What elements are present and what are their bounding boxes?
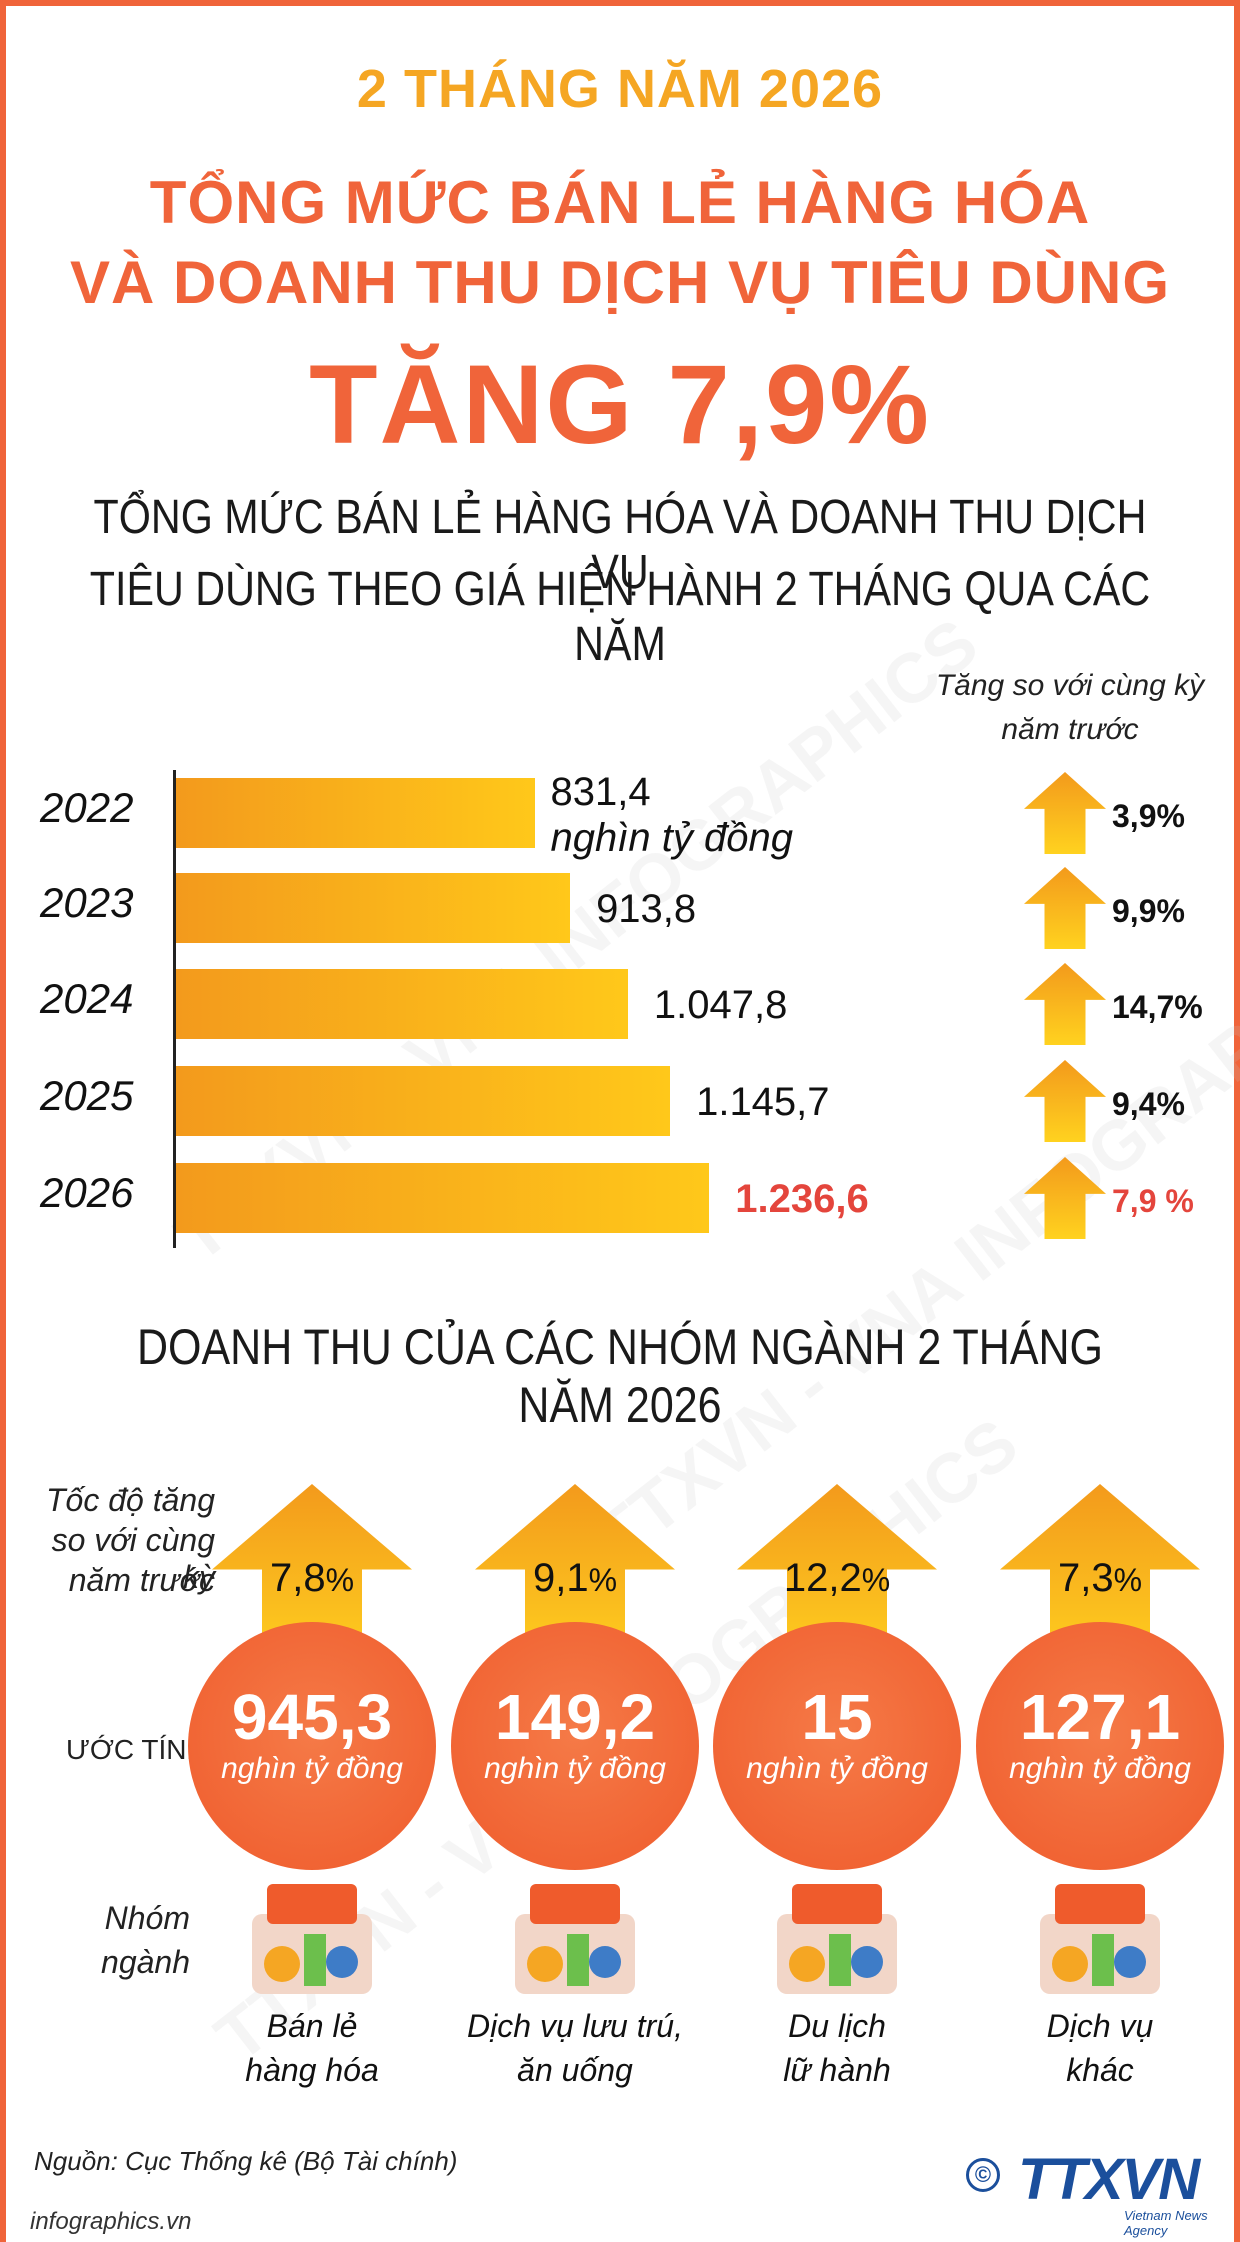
- estimate-label: ƯỚC TÍNH: [66, 1734, 207, 1765]
- bar-value-label: 913,8: [596, 887, 697, 931]
- period-title: 2 THÁNG NĂM 2026: [356, 59, 884, 119]
- headline-line-1: TỔNG MỨC BÁN LẺ HÀNG HÓA: [149, 169, 1091, 236]
- growth-arrow-icon: [1024, 1060, 1106, 1142]
- year-label: 2023: [40, 879, 134, 926]
- bar-value-label: 1.145,7: [696, 1080, 830, 1124]
- revenue-value: 149,2: [494, 1681, 656, 1753]
- group-label-line-2: ngành: [101, 1944, 190, 1980]
- travel-family-icon: [737, 1844, 937, 2014]
- sector-label-line-1: Du lịch: [788, 2008, 886, 2044]
- bar: [176, 1163, 710, 1233]
- growth-label-line-2: so với cùng kỳ: [51, 1522, 215, 1595]
- yoy-growth-label: 7,9 %: [1112, 1183, 1194, 1219]
- group-label-line-1: Nhóm: [104, 1900, 190, 1936]
- chart-title-line-2: TIÊU DÙNG THEO GIÁ HIỆN HÀNH 2 THÁNG QUA…: [89, 563, 1151, 671]
- bar: [176, 969, 628, 1039]
- logo-subtext: Vietnam News Agency: [1124, 2208, 1208, 2238]
- growth-value: 12,2: [783, 1556, 862, 1600]
- yoy-header-line-2: năm trước: [1001, 713, 1139, 746]
- bar-value-label: 831,4: [550, 770, 651, 814]
- revenue-circle: [976, 1622, 1224, 1870]
- headline-increase: TĂNG 7,9%: [309, 342, 931, 467]
- yoy-growth-label: 9,4%: [1112, 1086, 1185, 1122]
- headline-line-2: VÀ DOANH THU DỊCH VỤ TIÊU DÙNG: [69, 249, 1170, 316]
- growth-label-line-3: năm trước: [68, 1562, 215, 1598]
- bar-unit-label: nghìn tỷ đồng: [550, 816, 793, 860]
- growth-percent: 7,8%: [212, 1556, 412, 1601]
- revenue-circle: [451, 1622, 699, 1870]
- bar-value-label: 1.236,6: [735, 1177, 869, 1221]
- bar: [176, 873, 571, 943]
- growth-arrow-icon: [1000, 1484, 1200, 1674]
- year-label: 2022: [40, 784, 134, 831]
- revenue-value: 15: [801, 1681, 873, 1753]
- growth-label-line-1: Tốc độ tăng: [46, 1482, 215, 1518]
- year-label: 2026: [40, 1169, 134, 1216]
- bar: [176, 778, 535, 848]
- shop-basket-icon: [212, 1844, 412, 2014]
- revenue-circle: [188, 1622, 436, 1870]
- analytics-charts-icon: [1000, 1844, 1200, 2014]
- revenue-unit: nghìn tỷ đồng: [484, 1752, 666, 1785]
- revenue-unit: nghìn tỷ đồng: [1009, 1752, 1191, 1785]
- bar-value-label: 1.047,8: [653, 983, 788, 1027]
- site-link[interactable]: infographics.vn: [30, 2208, 192, 2235]
- growth-arrow-icon: [1024, 867, 1106, 949]
- growth-arrow-icon: [1024, 772, 1106, 854]
- sector-label-line-2: khác: [1066, 2052, 1134, 2088]
- sector-label-line-1: Bán lẻ: [266, 2008, 358, 2044]
- year-label: 2025: [40, 1072, 134, 1119]
- revenue-unit: nghìn tỷ đồng: [746, 1752, 928, 1785]
- chart-title-line-1: TỔNG MỨC BÁN LẺ HÀNG HÓA VÀ DOANH THU DỊ…: [93, 491, 1147, 599]
- growth-value: 7,3: [1057, 1556, 1114, 1600]
- revenue-unit: nghìn tỷ đồng: [221, 1752, 403, 1785]
- ttxvn-logo: TTXVN: [1018, 2147, 1200, 2212]
- growth-value: 9,1: [532, 1556, 589, 1600]
- section-title: DOANH THU CỦA CÁC NHÓM NGÀNH 2 THÁNG NĂM…: [136, 1319, 1104, 1433]
- sector-label-line-1: Dịch vụ lưu trú,: [467, 2008, 683, 2044]
- yoy-header-line-1: Tăng so với cùng kỳ: [935, 669, 1205, 702]
- restaurant-dining-icon: [475, 1844, 675, 2014]
- growth-arrow-icon: [1024, 1157, 1106, 1239]
- growth-arrow-icon: [212, 1484, 412, 1674]
- revenue-value: 127,1: [1019, 1681, 1181, 1753]
- sector-label-line-2: ăn uống: [517, 2052, 633, 2088]
- growth-value: 7,8: [269, 1556, 326, 1600]
- yoy-growth-label: 3,9%: [1112, 798, 1185, 834]
- growth-percent: 9,1%: [475, 1556, 675, 1601]
- copyright-icon: ©: [966, 2158, 1000, 2192]
- growth-percent: 7,3%: [1000, 1556, 1200, 1601]
- chart-axis: [173, 770, 176, 1248]
- growth-arrow-icon: [475, 1484, 675, 1674]
- revenue-circle: [713, 1622, 961, 1870]
- revenue-value: 945,3: [231, 1681, 393, 1753]
- year-label: 2024: [40, 975, 134, 1022]
- growth-arrow-icon: [737, 1484, 937, 1674]
- percent-sign: %: [588, 1562, 618, 1598]
- percent-sign: %: [861, 1562, 891, 1598]
- source-note: Nguồn: Cục Thống kê (Bộ Tài chính): [34, 2146, 458, 2176]
- sector-label-line-2: hàng hóa: [245, 2052, 379, 2088]
- yoy-growth-label: 9,9%: [1112, 893, 1185, 929]
- growth-percent: 12,2%: [737, 1556, 937, 1601]
- sector-label-line-1: Dịch vụ: [1046, 2008, 1154, 2044]
- percent-sign: %: [325, 1562, 355, 1598]
- yoy-growth-label: 14,7%: [1112, 989, 1203, 1025]
- growth-arrow-icon: [1024, 963, 1106, 1045]
- sector-label-line-2: lữ hành: [783, 2052, 891, 2088]
- bar: [176, 1066, 671, 1136]
- percent-sign: %: [1113, 1562, 1143, 1598]
